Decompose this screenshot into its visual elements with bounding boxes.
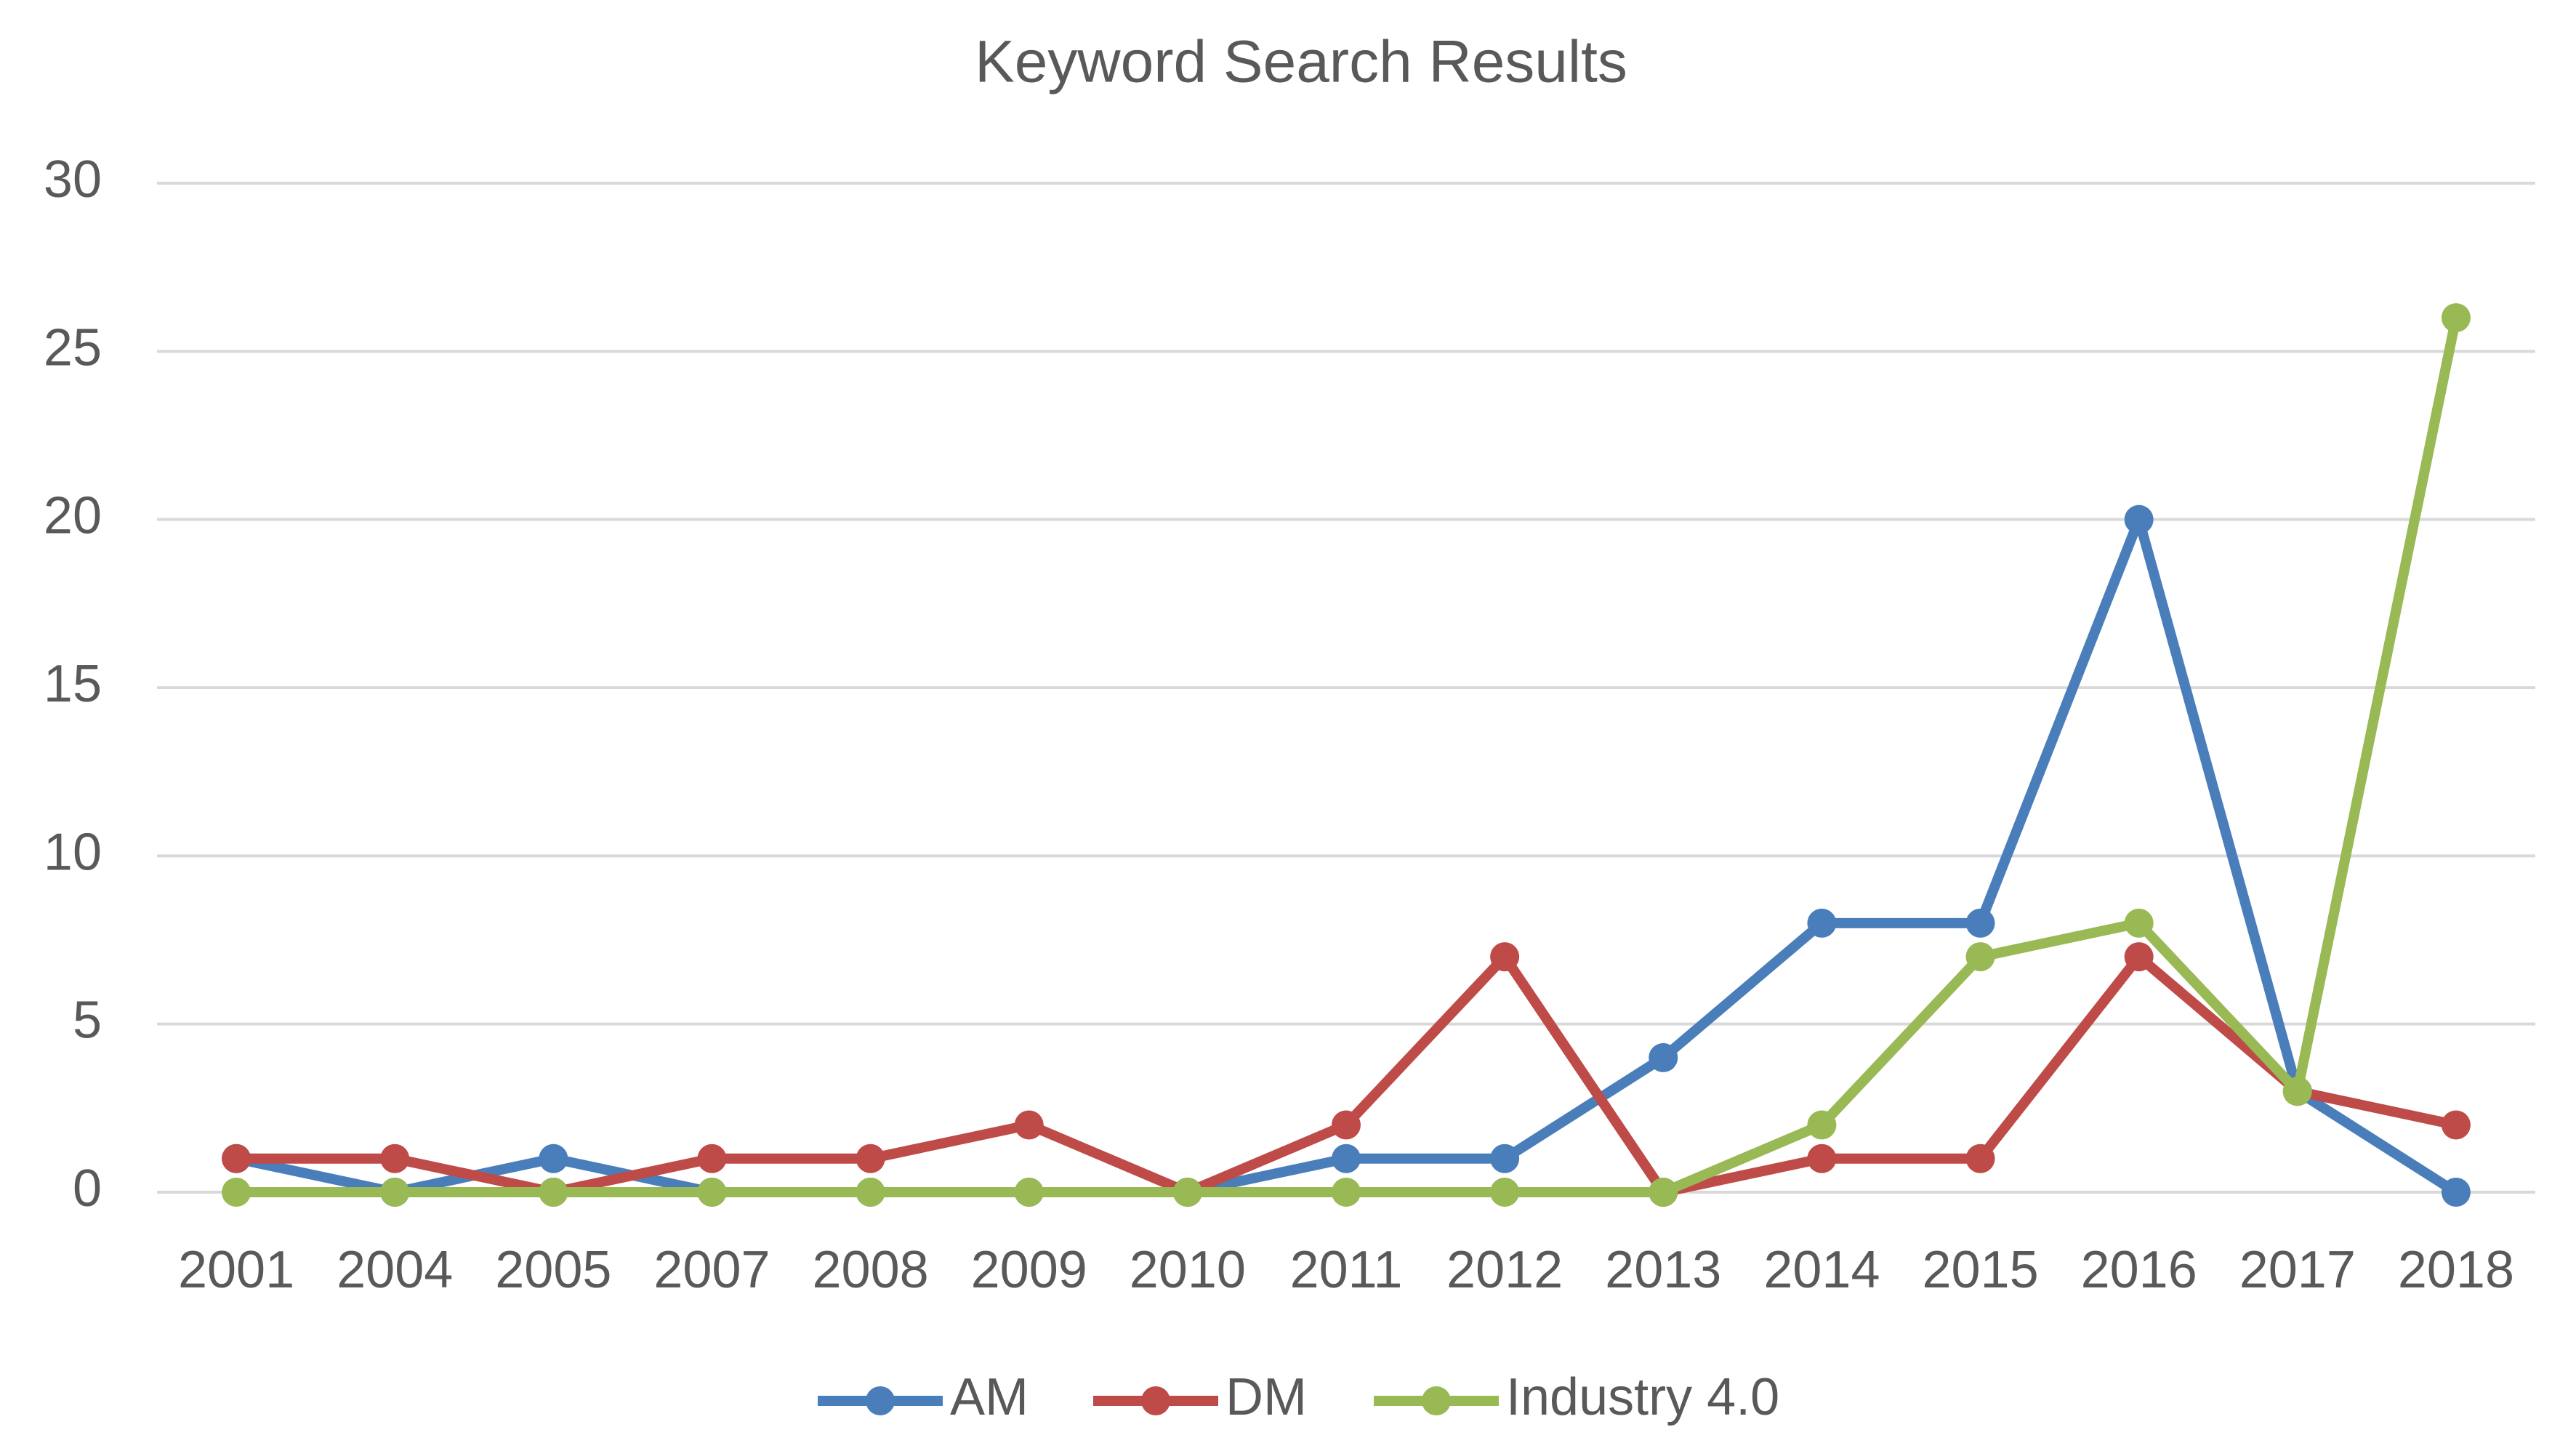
y-tick-label: 20 <box>44 487 102 545</box>
point <box>1807 1110 1837 1140</box>
point <box>1807 1143 1837 1173</box>
point <box>1965 942 1995 972</box>
point <box>1332 1178 1361 1207</box>
y-tick-label: 0 <box>73 1159 102 1218</box>
legend-label: Industry 4.0 <box>1506 1368 1779 1426</box>
point <box>697 1178 727 1207</box>
point <box>1332 1110 1361 1140</box>
x-tick-label: 2009 <box>971 1241 1087 1299</box>
point <box>1490 1143 1520 1173</box>
x-tick-label: 2013 <box>1605 1241 1721 1299</box>
legend-label: DM <box>1225 1368 1307 1426</box>
x-tick-label: 2012 <box>1446 1241 1563 1299</box>
x-tick-label: 2008 <box>813 1241 929 1299</box>
point <box>1490 942 1520 972</box>
point <box>697 1143 727 1173</box>
x-tick-label: 2018 <box>2398 1241 2514 1299</box>
point <box>1965 1143 1995 1173</box>
point <box>2441 303 2471 333</box>
x-tick-label: 2010 <box>1130 1241 1246 1299</box>
point <box>2441 1178 2471 1207</box>
point <box>380 1178 410 1207</box>
chart-title: Keyword Search Results <box>975 29 1627 95</box>
point <box>1649 1042 1678 1072</box>
x-tick-label: 2005 <box>495 1241 611 1299</box>
point <box>856 1143 885 1173</box>
x-tick-label: 2001 <box>178 1241 294 1299</box>
legend-swatch-marker <box>1141 1386 1170 1415</box>
x-tick-label: 2004 <box>337 1241 453 1299</box>
point <box>222 1178 251 1207</box>
point <box>222 1143 251 1173</box>
point <box>856 1178 885 1207</box>
point <box>1649 1178 1678 1207</box>
x-tick-label: 2016 <box>2081 1241 2197 1299</box>
point <box>1490 1178 1520 1207</box>
point <box>1014 1110 1044 1140</box>
point <box>1807 908 1837 938</box>
y-tick-label: 25 <box>44 318 102 377</box>
x-tick-label: 2015 <box>1922 1241 2038 1299</box>
point <box>2441 1110 2471 1140</box>
point <box>2124 942 2154 972</box>
x-tick-label: 2011 <box>1290 1241 1403 1299</box>
point <box>1332 1143 1361 1173</box>
point <box>1965 908 1995 938</box>
x-tick-label: 2017 <box>2239 1241 2356 1299</box>
point <box>2124 908 2154 938</box>
legend-swatch-marker <box>1422 1386 1451 1415</box>
point <box>539 1178 568 1207</box>
legend-label: AM <box>950 1368 1029 1426</box>
point <box>539 1143 568 1173</box>
point <box>1014 1178 1044 1207</box>
point <box>2124 505 2154 534</box>
y-tick-label: 30 <box>44 150 102 209</box>
point <box>380 1143 410 1173</box>
y-tick-label: 15 <box>44 655 102 713</box>
legend-swatch-marker <box>866 1386 895 1415</box>
point <box>2282 1077 2312 1106</box>
x-tick-label: 2007 <box>653 1241 770 1299</box>
x-tick-label: 2014 <box>1763 1241 1880 1299</box>
point <box>1172 1178 1202 1207</box>
y-tick-label: 10 <box>44 823 102 881</box>
y-tick-label: 5 <box>73 992 102 1050</box>
